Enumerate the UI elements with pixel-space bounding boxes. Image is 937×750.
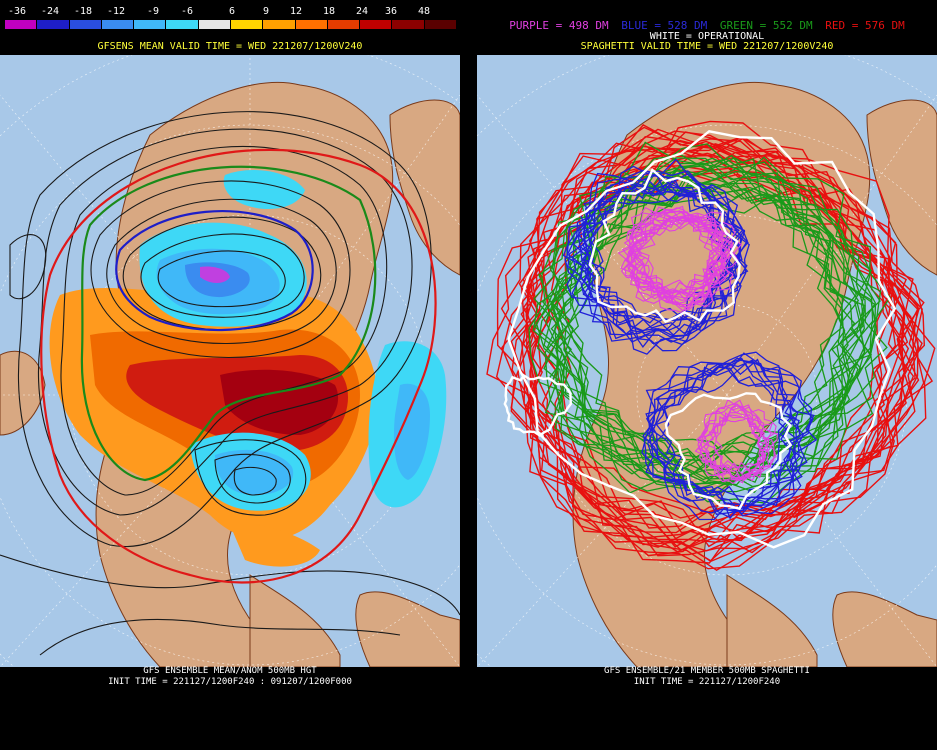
ensemble-member-contour (567, 170, 741, 329)
ensemble-member-contour (628, 217, 731, 305)
legend-color-swatch (133, 20, 166, 29)
legend-color-swatch (4, 20, 37, 29)
ensemble-member-contour (528, 156, 871, 504)
ensemble-member-contour (694, 403, 763, 468)
ensemble-member-contour (588, 168, 741, 324)
ensemble-member-contour (503, 373, 573, 437)
spaghetti-map-svg (477, 55, 937, 667)
legend-color-swatch (326, 20, 360, 29)
legend-label: 12 (289, 6, 303, 17)
legend-red: RED = 576 DM (825, 19, 905, 32)
legend-label: -9 (146, 6, 160, 17)
land-masses (572, 81, 937, 667)
reference-contours (40, 148, 437, 584)
ensemble-member-contour (624, 216, 734, 300)
spaghetti-footer-line2: INIT TIME = 221127/1200F240 (633, 677, 781, 687)
legend-color-swatch (68, 20, 101, 29)
mean-footer-line2: INIT TIME = 221127/1200F240 : 091207/120… (108, 677, 352, 687)
ensemble-member-contour (629, 211, 727, 309)
legend-color-swatch (262, 20, 295, 29)
legend-blue: BLUE = 528 DM (621, 19, 708, 32)
operational-contours (503, 130, 897, 549)
ensemble-member-contour (655, 366, 813, 516)
spaghetti-footer-line1: GFS ENSEMBLE/21 MEMBER 500MB SPAGHETTI (604, 666, 810, 676)
legend-color-swatch (165, 20, 198, 29)
spaghetti-panel: PURPLE = 498 DM BLUE = 528 DM GREEN = 55… (477, 0, 937, 750)
legend-color-swatch (294, 20, 327, 29)
ensemble-member-contour (543, 141, 882, 492)
ensemble-member-contour (507, 130, 897, 549)
ensemble-member-contour (664, 392, 793, 511)
legend-label: 9 (262, 6, 270, 17)
spaghetti-map (477, 55, 937, 667)
mean-map-svg (0, 55, 460, 667)
ensemble-member-contour (697, 403, 770, 476)
ensemble-mean-panel: -36 -24 -18 -12 -9 -6 6 9 12 18 24 36 48… (0, 0, 460, 750)
legend-color-swatch (423, 20, 456, 29)
ensemble-member-contour (510, 120, 902, 534)
ensemble-member-contour (496, 156, 926, 554)
legend-label: -18 (73, 6, 93, 17)
legend-label: 48 (417, 6, 431, 17)
legend-label: -12 (106, 6, 126, 17)
ensemble-member-contour (697, 398, 770, 473)
legend-label: -36 (7, 6, 27, 17)
ensemble-member-contour (572, 187, 746, 337)
legend-purple: PURPLE = 498 DM (509, 19, 609, 32)
ensemble-member-contour (643, 358, 802, 517)
operational-label: WHITE = OPERATIONAL (649, 31, 765, 42)
mean-footer-line1: GFS ENSEMBLE MEAN/ANOM 500MB HGT (143, 666, 317, 676)
ensemble-member-contour (566, 173, 740, 336)
spaghetti-valid-time-title: SPAGHETTI VALID TIME = WED 221207/1200V2… (580, 41, 834, 52)
spaghetti-purple-members (617, 205, 779, 485)
legend-color-swatch (197, 20, 230, 29)
ensemble-member-contour (562, 185, 744, 338)
anomaly-color-bar (4, 20, 456, 29)
legend-label: 18 (322, 6, 336, 17)
ensemble-member-contour (542, 182, 877, 498)
spaghetti-legend: PURPLE = 498 DM BLUE = 528 DM GREEN = 55… (477, 19, 937, 32)
legend-color-swatch (100, 20, 134, 29)
legend-green: GREEN = 552 DM (719, 19, 813, 32)
legend-label: -6 (180, 6, 194, 17)
ensemble-member-contour (522, 124, 934, 562)
ensemble-member-contour (623, 216, 734, 300)
panel-divider (460, 0, 477, 750)
legend-color-swatch (359, 20, 392, 29)
legend-color-swatch (36, 20, 69, 29)
legend-label: 24 (355, 6, 369, 17)
ensemble-member-contour (642, 352, 804, 520)
legend-color-swatch (391, 20, 424, 29)
ensemble-mean-map (0, 55, 460, 667)
ensemble-member-contour (524, 165, 920, 548)
ensemble-member-contour (544, 165, 866, 472)
legend-label: 36 (384, 6, 398, 17)
ensemble-member-contour (526, 126, 936, 557)
height-contours (0, 111, 460, 656)
ensemble-member-contour (511, 130, 919, 521)
ensemble-member-contour (645, 362, 793, 514)
legend-label: -24 (40, 6, 60, 17)
legend-color-swatch (229, 20, 263, 29)
anomaly-legend-labels: -36 -24 -18 -12 -9 -6 6 9 12 18 24 36 48 (4, 6, 456, 18)
legend-label: 6 (228, 6, 236, 17)
ensemble-member-contour (712, 416, 779, 481)
ensemble-member-contour (564, 184, 736, 346)
ensemble-member-contour (555, 162, 864, 469)
mean-valid-time-title: GFSENS MEAN VALID TIME = WED 221207/1200… (97, 41, 363, 52)
